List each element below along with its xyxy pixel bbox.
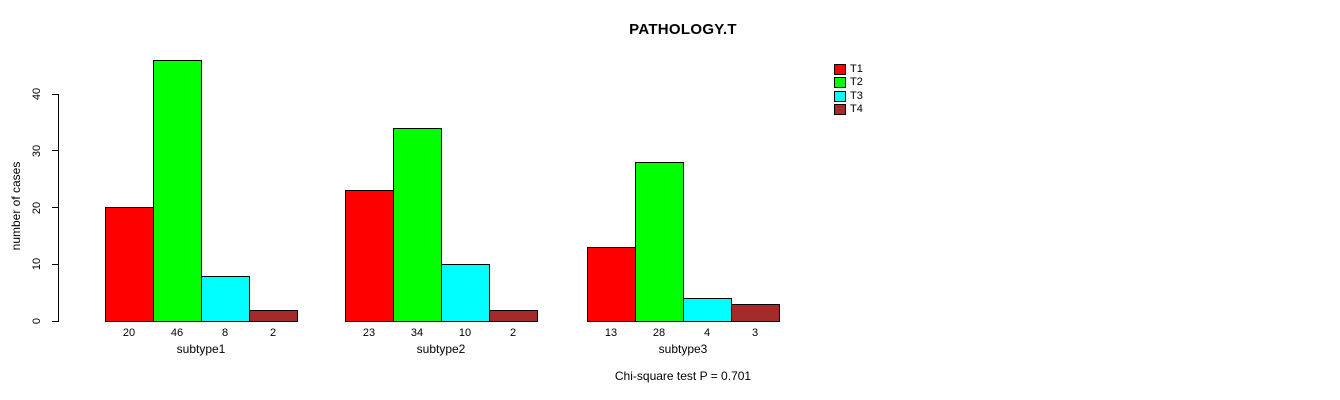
y-axis-tick-label: 10: [31, 258, 43, 271]
chi-square-footnote: Chi-square test P = 0.701: [614, 369, 752, 383]
bar-value-label: 28: [652, 327, 666, 339]
bar-value-label: 3: [751, 327, 759, 339]
legend-label-t3: T3: [850, 89, 863, 102]
category-label-subtype1: subtype1: [176, 342, 226, 356]
bar-value-label: 4: [703, 327, 711, 339]
category-label-subtype3: subtype3: [658, 342, 708, 356]
y-axis-tick: [52, 263, 59, 265]
y-axis-tick: [52, 207, 59, 208]
bar-t3-subtype3: [683, 298, 732, 322]
y-axis-tick-label: 40: [31, 87, 43, 101]
bar-t3-subtype2: [441, 264, 490, 322]
bar-t2-subtype2: [393, 128, 442, 322]
legend-swatch-t1: [834, 64, 846, 75]
legend-label-t2: T2: [850, 76, 863, 89]
bar-t2-subtype1: [153, 60, 202, 322]
y-axis-tick: [52, 150, 59, 152]
bar-value-label: 20: [122, 327, 136, 339]
bar-value-label: 8: [221, 327, 229, 339]
bar-value-label: 13: [604, 327, 618, 339]
y-axis-tick-label: 30: [31, 144, 43, 157]
bar-value-label: 23: [362, 327, 376, 339]
y-axis-label: number of cases: [9, 161, 23, 251]
bar-value-label: 46: [170, 327, 184, 339]
y-axis-tick: [52, 93, 59, 95]
legend-swatch-t4: [834, 103, 846, 115]
legend-label-t1: T1: [850, 63, 863, 75]
bar-value-label: 10: [458, 327, 472, 339]
bar-t3-subtype1: [201, 276, 250, 322]
bar-t4-subtype2: [489, 310, 538, 322]
y-axis-tick-label: 0: [31, 317, 43, 325]
bar-t4-subtype1: [249, 310, 298, 322]
bar-t1-subtype3: [587, 247, 636, 322]
bar-value-label: 2: [509, 327, 517, 339]
category-label-subtype2: subtype2: [416, 342, 466, 356]
legend-label-t4: T4: [850, 102, 863, 115]
bar-value-label: 2: [269, 327, 277, 339]
legend-swatch-t2: [834, 77, 846, 89]
legend-swatch-t3: [834, 90, 846, 102]
bar-t1-subtype2: [345, 190, 394, 322]
bar-t1-subtype1: [105, 207, 154, 322]
y-axis-line: [58, 94, 59, 322]
y-axis-tick-label: 20: [31, 201, 43, 214]
bar-t4-subtype3: [731, 304, 780, 322]
bar-t2-subtype3: [635, 162, 684, 322]
y-axis-tick: [52, 320, 59, 322]
bar-value-label: 34: [410, 327, 424, 339]
chart-title: PATHOLOGY.T: [629, 21, 737, 38]
